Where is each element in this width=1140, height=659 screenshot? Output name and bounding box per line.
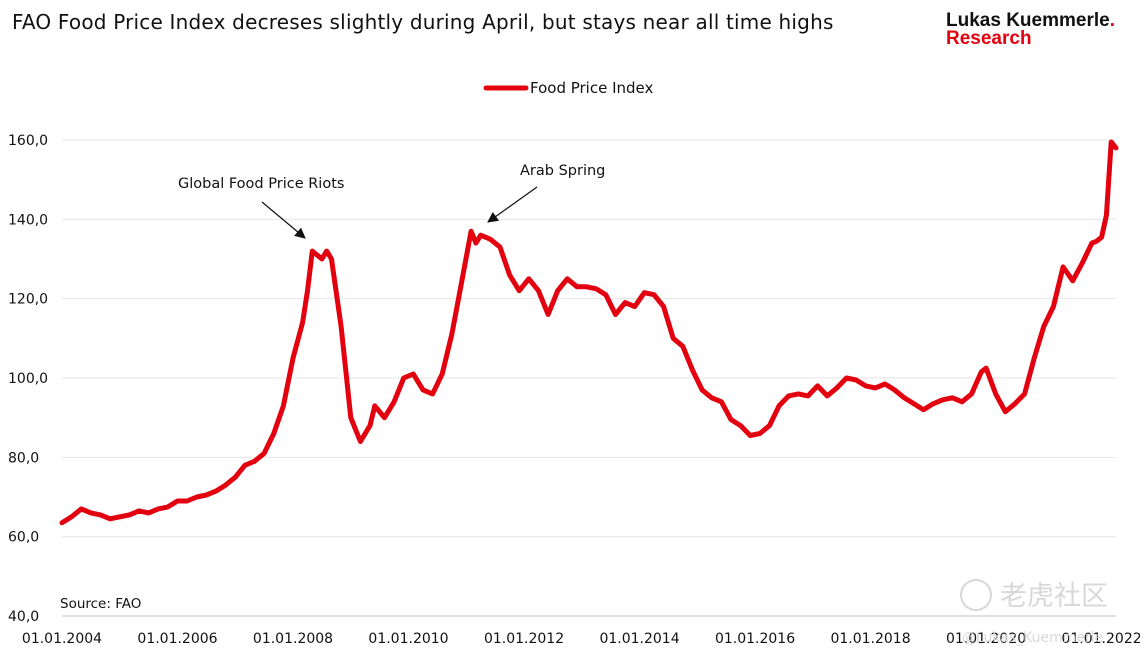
brand-dot: . [1109,10,1115,31]
x-tick-label: 01.01.2004 [22,631,102,647]
x-tick-label: 01.01.2016 [715,631,795,647]
brand-line-2: Research [946,28,1032,49]
annotation-label: Arab Spring [520,163,605,179]
x-tick-label: 01.01.2022 [1061,631,1140,647]
watermark-logo-icon [960,579,992,611]
brand-logo: Lukas Kuemmerle. Research [946,10,1115,49]
x-tick-label: 01.01.2020 [946,631,1026,647]
source-note: Source: FAO [60,596,141,612]
gridlines [62,139,1116,538]
y-tick-label: 40,0 [8,609,39,625]
annotations: Global Food Price Riots Arab Spring [178,163,605,239]
annotation-arrow [487,186,538,223]
x-tick-label: 01.01.2010 [368,631,448,647]
x-axis-ticks: 01.01.2004 01.01.2006 01.01.2008 01.01.2010… [22,631,1140,647]
series-line-food-price-index [59,139,1119,526]
watermark: 老虎社区 @Lukas_Kuemmerle [960,579,1108,646]
annotation-arrow [261,201,306,239]
y-tick-label: 160,0 [8,133,48,149]
watermark-handle: @Lukas_Kuemmerle [962,630,1103,646]
annotation-label: Global Food Price Riots [178,176,344,192]
x-tick-label: 01.01.2012 [484,631,564,647]
brand-line-1: Lukas Kuemmerle [946,10,1110,31]
y-tick-label: 100,0 [8,371,48,387]
x-tick-label: 01.01.2006 [137,631,217,647]
y-tick-label: 80,0 [8,450,39,466]
x-tick-label: 01.01.2008 [253,631,333,647]
x-tick-label: 01.01.2014 [599,631,679,647]
y-tick-label: 60,0 [8,530,39,546]
y-tick-label: 140,0 [8,212,48,228]
legend-label: Food Price Index [530,79,654,97]
y-tick-label: 120,0 [8,292,48,308]
y-axis-ticks: 40,0 60,0 80,0 100,0 120,0 140,0 160,0 [8,133,48,625]
chart-title: FAO Food Price Index decreses slightly d… [12,10,834,34]
watermark-text: 老虎社区 [1000,581,1108,612]
x-tick-label: 01.01.2018 [830,631,910,647]
legend: Food Price Index [483,79,654,97]
